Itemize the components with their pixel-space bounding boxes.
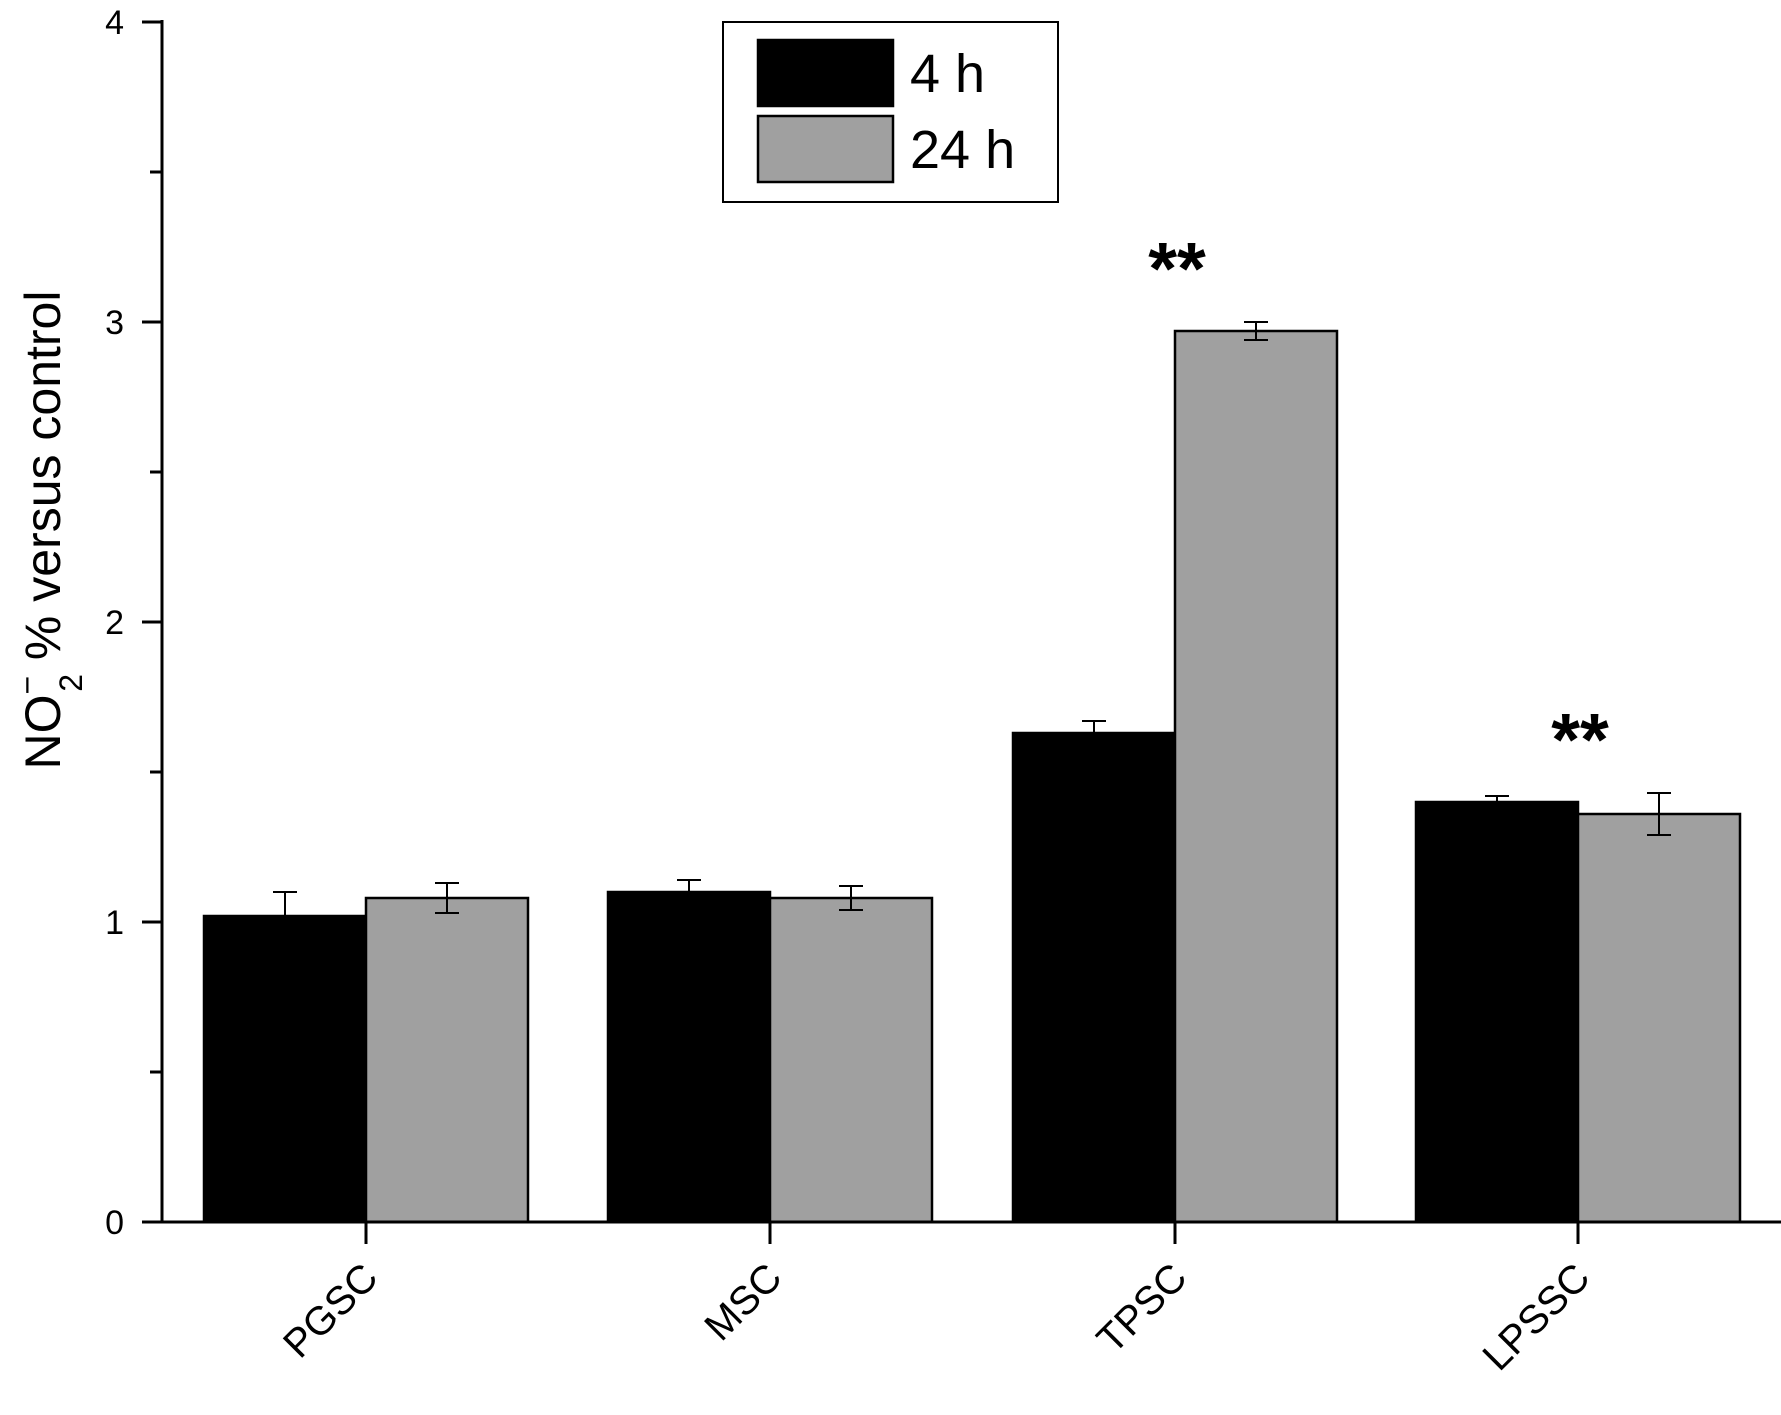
legend-swatch-4h — [756, 38, 895, 108]
bar-tpsc-4h — [1011, 731, 1177, 1224]
category-label-msc: MSC — [696, 1255, 790, 1349]
y-tick-label: 1 — [105, 904, 124, 942]
y-axis-label: NO− 2 % versus control — [9, 291, 89, 770]
y-label-main: NO — [15, 694, 71, 769]
legend-label-4h: 4 h — [910, 44, 985, 104]
y-label-rest: % versus control — [15, 291, 71, 674]
y-tick-label: 2 — [105, 604, 124, 642]
error-bar-tpsc-24h — [1244, 321, 1268, 341]
category-label-pgsc: PGSC — [275, 1255, 386, 1366]
bar-msc-4h — [606, 890, 772, 1224]
error-bar-lpssc-24h — [1647, 792, 1671, 836]
bar-pgsc-24h — [364, 896, 530, 1224]
legend: 4 h 24 h — [722, 21, 1059, 203]
error-bar-msc-4h — [677, 879, 701, 905]
legend-swatch-24h — [756, 114, 895, 184]
bar-pgsc-4h — [202, 914, 368, 1224]
error-bar-pgsc-24h — [435, 882, 459, 914]
y-tick-label: 4 — [105, 4, 124, 42]
legend-label-24h: 24 h — [910, 120, 1015, 180]
significance-marker-tpsc: ** — [1148, 227, 1206, 310]
bar-lpssc-24h — [1576, 812, 1742, 1224]
category-label-lpssc: LPSSC — [1474, 1255, 1598, 1379]
bar-msc-24h — [768, 896, 934, 1224]
y-label-subscript: 2 — [53, 674, 89, 692]
error-bar-pgsc-4h — [273, 891, 297, 941]
svg-text:NO−2 % versus control: NO− 2 % versus control — [9, 291, 89, 770]
error-bar-tpsc-4h — [1082, 720, 1106, 746]
y-tick-label: 0 — [105, 1204, 124, 1242]
bar-tpsc-24h — [1173, 329, 1339, 1224]
error-bar-lpssc-4h — [1485, 795, 1509, 809]
error-bar-msc-24h — [839, 885, 863, 911]
y-tick-label: 3 — [105, 304, 124, 342]
category-label-tpsc: TPSC — [1089, 1255, 1196, 1362]
bar-lpssc-4h — [1414, 800, 1580, 1224]
significance-marker-lpssc: ** — [1551, 698, 1609, 781]
y-label-superscript: − — [9, 676, 45, 695]
